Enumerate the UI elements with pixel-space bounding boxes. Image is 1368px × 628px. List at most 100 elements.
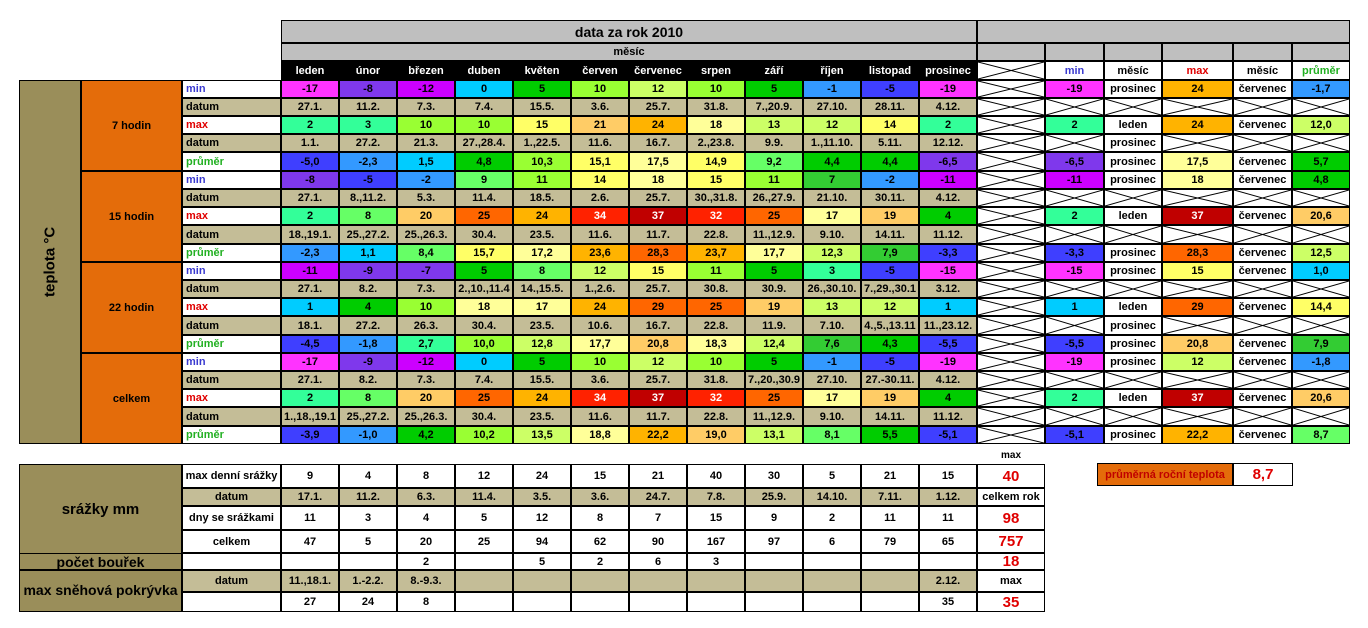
temp-cell: 30.8. xyxy=(687,280,745,298)
precip-cell: 3.6. xyxy=(571,488,629,506)
temp-cell: 4,4 xyxy=(861,152,919,171)
month-header: prosinec xyxy=(919,61,977,80)
snow-cell xyxy=(745,592,803,612)
storm-cell: 2 xyxy=(397,553,455,570)
snow-cell: 8 xyxy=(397,592,455,612)
temp-cell: 10,2 xyxy=(455,426,513,444)
summary-header: min xyxy=(1045,61,1104,80)
temp-cell: -17 xyxy=(281,353,339,371)
temp-cell: 18.5. xyxy=(513,189,571,207)
empty-cross-cell xyxy=(1233,316,1292,335)
precip-cell: 8 xyxy=(397,464,455,488)
temp-cell: 1,5 xyxy=(397,152,455,171)
empty-cross-cell xyxy=(1162,225,1233,244)
temp-cell: -9 xyxy=(339,353,397,371)
temp-cell: 17,5 xyxy=(629,152,687,171)
temp-cell: 28.11. xyxy=(861,98,919,116)
storms-title: počet bouřek xyxy=(19,553,182,570)
temp-cell: 7,6 xyxy=(803,335,861,353)
empty-cross-cell xyxy=(1162,407,1233,426)
header-blank xyxy=(1292,43,1350,61)
temp-cell: 5 xyxy=(513,80,571,98)
temp-cell: -5 xyxy=(861,80,919,98)
precip-cell: 24.7. xyxy=(629,488,687,506)
temp-cell: 7.4. xyxy=(455,371,513,389)
temp-cell: 29 xyxy=(629,298,687,316)
temp-cell: 27.2. xyxy=(339,316,397,335)
empty-cross-cell xyxy=(977,389,1045,407)
empty-cross-cell xyxy=(1045,280,1104,298)
temp-cell: 11.9. xyxy=(745,316,803,335)
empty-cross-cell xyxy=(977,262,1045,280)
summary-month: červenec xyxy=(1233,426,1292,444)
temp-cell: 31.8. xyxy=(687,371,745,389)
temp-cell: 27.,28.4. xyxy=(455,134,513,152)
precip-cell: 5 xyxy=(339,530,397,553)
summary-min: -19 xyxy=(1045,80,1104,98)
temp-cell: 19 xyxy=(861,389,919,407)
precip-row-label: datum xyxy=(182,488,281,506)
precip-cell: 12 xyxy=(455,464,513,488)
summary-avg: 20,6 xyxy=(1292,389,1350,407)
empty-cross-cell xyxy=(977,134,1045,152)
temp-cell: -5,5 xyxy=(919,335,977,353)
precip-cell: 11 xyxy=(281,506,339,530)
row-label: průměr xyxy=(182,244,281,262)
precip-cell: 1.12. xyxy=(919,488,977,506)
summary-avg: 8,7 xyxy=(1292,426,1350,444)
month-header: červen xyxy=(571,61,629,80)
temp-cell: 15.5. xyxy=(513,98,571,116)
temp-cell: -1,0 xyxy=(339,426,397,444)
precip-cell: 21 xyxy=(861,464,919,488)
temp-cell: 11.6. xyxy=(571,134,629,152)
summary-max: 12 xyxy=(1162,353,1233,371)
temp-cell: 14,9 xyxy=(687,152,745,171)
summary-month: prosinec xyxy=(1104,171,1162,189)
summary-avg: 12,0 xyxy=(1292,116,1350,134)
summary-month: leden xyxy=(1104,389,1162,407)
precip-cell: 62 xyxy=(571,530,629,553)
precip-cell: 9 xyxy=(281,464,339,488)
summary-header: průměr xyxy=(1292,61,1350,80)
precip-cell: 97 xyxy=(745,530,803,553)
summary-avg: 12,5 xyxy=(1292,244,1350,262)
precip-cell: 3 xyxy=(339,506,397,530)
empty-cross-cell xyxy=(1292,316,1350,335)
temp-cell: 5 xyxy=(745,262,803,280)
summary-month: červenec xyxy=(1233,389,1292,407)
temp-cell: -4,5 xyxy=(281,335,339,353)
temp-cell: 1.,11.10. xyxy=(803,134,861,152)
storm-cell xyxy=(281,553,339,570)
summary-max: 15 xyxy=(1162,262,1233,280)
teplota-label: teplota °C xyxy=(19,80,81,444)
temp-cell: 8 xyxy=(513,262,571,280)
summary-max: 24 xyxy=(1162,116,1233,134)
temp-cell: 25.,26.3. xyxy=(397,225,455,244)
temp-cell: 7.4. xyxy=(455,98,513,116)
temp-cell: 2 xyxy=(281,116,339,134)
temp-cell: 7.,20.9. xyxy=(745,98,803,116)
precip-cell: 12 xyxy=(513,506,571,530)
temp-cell: 25 xyxy=(745,207,803,225)
temp-cell: 0 xyxy=(455,353,513,371)
empty-cross-cell xyxy=(977,316,1045,335)
temp-cell: 12,8 xyxy=(513,335,571,353)
empty-cross-cell xyxy=(1104,189,1162,207)
temp-cell: 11.,12.9. xyxy=(745,407,803,426)
temp-cell: 5.3. xyxy=(397,189,455,207)
temp-cell: 1.,18.,19.1 xyxy=(281,407,339,426)
row-label: datum xyxy=(182,407,281,426)
temp-cell: -15 xyxy=(919,262,977,280)
temp-cell: 30.4. xyxy=(455,225,513,244)
temp-cell: 4 xyxy=(339,298,397,316)
precip-total: 757 xyxy=(977,530,1045,553)
storm-cell: 5 xyxy=(513,553,571,570)
temp-cell: 2.6. xyxy=(571,189,629,207)
temp-cell: -3,9 xyxy=(281,426,339,444)
row-label: max xyxy=(182,207,281,225)
temp-cell: 25.7. xyxy=(629,371,687,389)
temp-cell: 5 xyxy=(745,80,803,98)
temp-cell: -17 xyxy=(281,80,339,98)
header-blank xyxy=(977,20,1350,43)
temp-cell: -7 xyxy=(397,262,455,280)
